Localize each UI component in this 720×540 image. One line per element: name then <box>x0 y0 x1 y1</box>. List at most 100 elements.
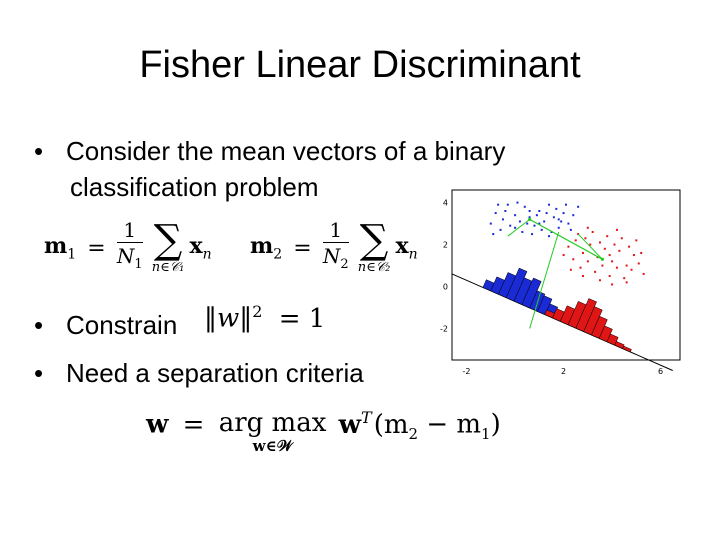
scatter-point-class1 <box>489 222 492 225</box>
scatter-point-class1 <box>560 220 563 223</box>
scatter-point-class1 <box>565 203 567 206</box>
scatter-point-class2 <box>586 226 589 229</box>
mean-connector <box>529 218 603 260</box>
scatter-point-class1 <box>540 228 543 231</box>
class2-mean-marker <box>600 257 604 261</box>
histogram-bar-class1 <box>505 267 528 302</box>
projection-connector-2 <box>507 218 530 237</box>
scatter-point-class1 <box>572 214 575 217</box>
scatter-point-class1 <box>497 203 500 206</box>
scatter-point-class1 <box>531 233 534 236</box>
histogram-bar-class2 <box>614 341 625 349</box>
scatter-point-class2 <box>628 245 631 248</box>
scatter-point-class2 <box>625 264 628 267</box>
scatter-point-class1 <box>521 230 524 233</box>
scatter-point-class1 <box>494 212 497 215</box>
equation-m2: m2 = 1 N2 ∑ n∈𝒞₂ xn <box>250 217 418 275</box>
scatter-point-class2 <box>623 277 626 280</box>
scatter-point-class2 <box>581 251 584 254</box>
scatter-point-class1 <box>543 220 546 223</box>
scatter-point-class1 <box>516 201 519 204</box>
histogram-bar-class1 <box>537 295 553 316</box>
scatter-point-class2 <box>611 260 614 263</box>
scatter-point-class2 <box>598 279 601 282</box>
scatter-point-class2 <box>618 249 621 252</box>
scatter-point-class2 <box>581 275 584 278</box>
equation-criteria: w = arg max w∈𝒲 wT(m2 − m1) <box>146 408 501 455</box>
x-tick-label: 2 <box>561 367 566 376</box>
bullet-consider: • Consider the mean vectors of a binary <box>34 136 505 167</box>
scatter-point-class2 <box>574 239 577 242</box>
scatter-point-class2 <box>625 281 628 284</box>
scatter-point-class1 <box>545 212 548 215</box>
scatter-point-class1 <box>514 226 517 229</box>
plot-frame <box>451 189 681 361</box>
fisher-projection-plot: -2 2 6 4 2 0 -2 <box>440 189 681 376</box>
bullet-consider-line1: Consider the mean vectors of a binary <box>66 136 506 166</box>
scatter-point-class2 <box>586 260 589 263</box>
y-tick-label: 0 <box>443 283 448 292</box>
bullet-separation-text: Need a separation criteria <box>66 358 364 388</box>
y-tick-label: 4 <box>443 199 448 208</box>
scatter-point-class2 <box>606 235 609 238</box>
scatter-point-class2 <box>640 251 643 254</box>
scatter-point-class2 <box>603 247 606 250</box>
scatter-point-class2 <box>594 270 597 273</box>
scatter-point-class2 <box>608 254 611 257</box>
projection-connector-1 <box>529 231 560 329</box>
scatter-point-class2 <box>584 237 587 240</box>
bullet-consider-line2: classification problem <box>70 172 319 202</box>
y-tick-label: -2 <box>440 325 448 334</box>
scatter-point-class1 <box>548 203 551 206</box>
scatter-point-class1 <box>555 207 558 210</box>
scatter-point-class1 <box>535 214 538 217</box>
class1-mean-marker <box>528 217 532 221</box>
histogram-bar-class2 <box>583 306 603 336</box>
equation-constraint: ‖w‖2 = 1 <box>204 302 326 334</box>
bullet-constrain: • Constrain <box>34 310 177 341</box>
scatter-point-class1 <box>504 209 507 212</box>
scatter-point-class1 <box>528 209 531 212</box>
scatter-point-class2 <box>615 228 618 231</box>
bullet-dot: • <box>34 136 44 166</box>
scatter-point-class1 <box>523 205 526 208</box>
scatter-point-class2 <box>567 245 570 248</box>
scatter-point-class2 <box>562 254 565 257</box>
x-tick-label: 6 <box>658 367 663 376</box>
scatter-point-class1 <box>552 216 555 219</box>
scatter-point-class1 <box>506 203 509 206</box>
histogram-bar-class2 <box>575 298 597 332</box>
y-tick-label: 2 <box>443 241 448 250</box>
bullet-dot: • <box>34 358 44 388</box>
bullet-separation: • Need a separation criteria <box>34 358 364 389</box>
scatter-point-class1 <box>518 220 521 223</box>
scatter-point-class1 <box>514 214 517 217</box>
bullet-dot: • <box>34 310 44 340</box>
scatter-point-class1 <box>501 218 504 221</box>
scatter-point-class2 <box>632 254 635 257</box>
x-tick-label: -2 <box>463 367 471 376</box>
scatter-point-class2 <box>589 243 592 246</box>
slide-title: Fisher Linear Discriminant <box>139 44 581 86</box>
scatter-point-class2 <box>601 264 604 267</box>
scatter-point-class2 <box>635 239 638 242</box>
scatter-point-class1 <box>492 233 495 236</box>
scatter-point-class2 <box>611 283 614 286</box>
scatter-point-class1 <box>528 216 531 219</box>
histogram-bar-class2 <box>622 345 632 353</box>
scatter-point-class2 <box>569 268 572 271</box>
scatter-point-class2 <box>572 258 575 261</box>
scatter-point-class2 <box>608 275 611 278</box>
scatter-point-class1 <box>567 222 570 225</box>
scatter-point-class2 <box>642 272 645 275</box>
scatter-point-class2 <box>630 268 633 271</box>
scatter-point-class1 <box>557 218 560 221</box>
scatter-point-class2 <box>579 266 582 269</box>
scatter-point-class1 <box>557 226 560 229</box>
histogram-bar-class2 <box>606 333 619 346</box>
scatter-point-class1 <box>577 205 580 208</box>
equation-m1: m1 = 1 N1 ∑ n∈𝒞₁ xn <box>44 217 212 275</box>
scatter-point-class1 <box>538 222 541 225</box>
scatter-point-class1 <box>562 212 565 215</box>
scatter-point-class2 <box>615 266 618 269</box>
